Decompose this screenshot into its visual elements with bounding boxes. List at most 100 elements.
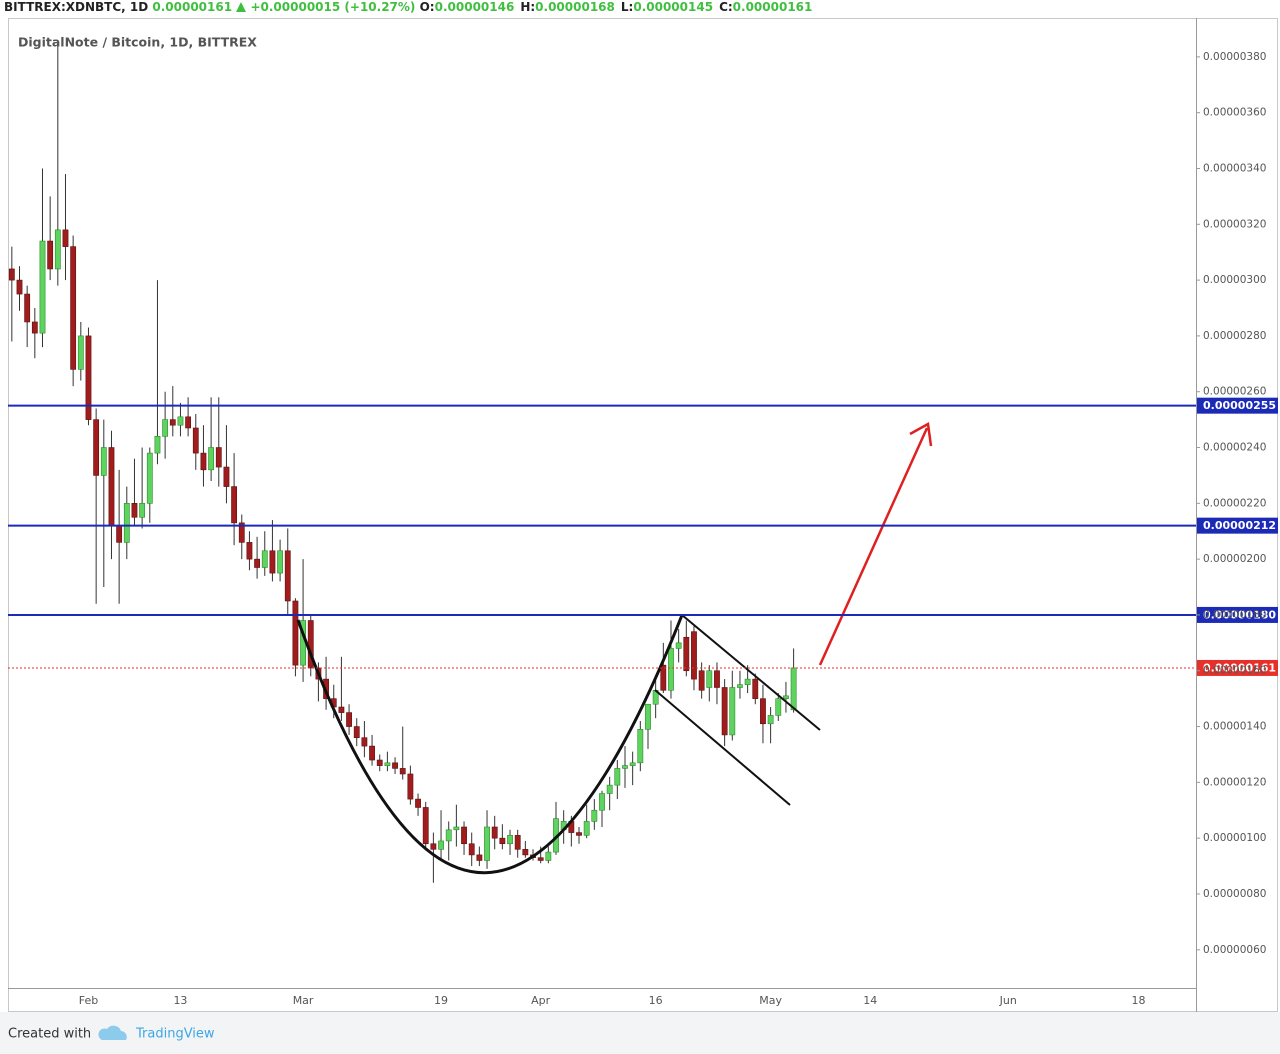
candle-body <box>200 452 207 471</box>
y-tick-label: 0.00000200 <box>1203 553 1266 565</box>
candle-body <box>545 851 552 861</box>
header: BITTREX:XDNBTC, 1D 0.00000161 +0.0000001… <box>4 0 818 16</box>
footer-text: Created with <box>8 1027 91 1042</box>
candle-body <box>392 762 398 769</box>
candle-body <box>39 240 46 334</box>
y-tick-label: 0.00000140 <box>1203 721 1266 733</box>
y-tick-label: 0.00000060 <box>1203 944 1266 956</box>
candle-body <box>637 729 644 764</box>
candle-body <box>614 768 621 786</box>
candle-body <box>499 837 506 845</box>
candle-body <box>177 416 184 426</box>
candle-body <box>162 419 169 437</box>
candle-body <box>185 416 192 429</box>
price-label: 0.00000212 <box>1203 519 1276 532</box>
x-tick-label: Mar <box>293 994 314 1007</box>
y-tick-label: 0.00000320 <box>1203 218 1266 230</box>
candle-body <box>484 826 490 861</box>
x-tick-label: Feb <box>79 994 98 1007</box>
candle-body <box>93 419 100 476</box>
logo <box>98 1025 127 1040</box>
candle-body <box>744 678 751 685</box>
arrow <box>818 427 929 666</box>
ohlc-value: 0.00000168 <box>535 0 615 14</box>
candle-body <box>238 522 245 543</box>
candle-body <box>606 784 613 794</box>
candle-body <box>599 793 605 811</box>
x-tick-label: Apr <box>531 994 551 1007</box>
flag-line <box>681 614 821 731</box>
footer-brand[interactable]: TradingView <box>135 1027 215 1042</box>
candle-body <box>683 636 690 672</box>
price-label: 0.00000161 <box>1203 661 1276 674</box>
change: +0.00000015 (+10.27%) <box>250 0 416 14</box>
candle-body <box>108 447 115 526</box>
candle-body <box>438 840 444 850</box>
candle-body <box>691 631 697 680</box>
x-tick-label: May <box>759 994 782 1007</box>
candle-body <box>146 452 153 504</box>
candle-body <box>752 678 759 699</box>
candle-body <box>522 849 529 856</box>
candle-body <box>461 826 467 845</box>
candle-body <box>338 706 345 713</box>
candle-body <box>353 726 360 739</box>
candle-body <box>376 759 383 766</box>
chart-title: DigitalNote / Bitcoin, 1D, BITTREX <box>18 35 257 50</box>
candle-body <box>369 745 375 761</box>
candle-body <box>100 447 107 476</box>
candle-body <box>591 809 598 822</box>
candle-body <box>721 687 728 736</box>
candle-body <box>422 807 429 845</box>
candle-body <box>54 229 61 270</box>
candle-body <box>47 240 54 270</box>
price-label-box <box>1197 517 1278 534</box>
candle-body <box>767 715 774 725</box>
candle-body <box>131 503 138 518</box>
x-tick-label: 18 <box>1132 994 1146 1007</box>
price-label-box <box>1197 659 1278 676</box>
candle-body <box>8 268 15 281</box>
y-tick-label: 0.00000300 <box>1203 274 1266 286</box>
candle-body <box>169 419 176 426</box>
candle-body <box>123 503 130 543</box>
price-label-box <box>1197 397 1278 414</box>
y-tick-label: 0.00000340 <box>1203 162 1266 174</box>
candle-body <box>622 765 628 769</box>
x-tick-label: 19 <box>434 994 448 1007</box>
candle-body <box>24 293 31 323</box>
x-tick-label: 13 <box>173 994 187 1007</box>
price-label-box <box>1197 606 1278 623</box>
candle-body <box>714 670 720 688</box>
candle-body <box>154 436 161 454</box>
candle-body <box>468 843 475 856</box>
price-label: 0.00000180 <box>1203 608 1276 621</box>
candle-body <box>215 447 222 468</box>
candle-body <box>537 857 544 861</box>
y-tick-label: 0.00000160 <box>1203 665 1266 677</box>
candle-body <box>139 503 146 518</box>
ohlc-value: 0.00000161 <box>732 0 813 14</box>
candle-body <box>729 687 736 736</box>
y-tick-label: 0.00000260 <box>1203 386 1266 398</box>
candle-body <box>706 670 713 688</box>
arrow-head <box>909 422 933 447</box>
y-tick-label: 0.00000100 <box>1203 832 1266 844</box>
candle-body <box>675 642 682 649</box>
candle-body <box>783 695 789 699</box>
ohlc-label: O: <box>419 0 435 14</box>
candle-body <box>116 525 123 543</box>
flag-line <box>654 689 791 806</box>
candle-body <box>775 698 782 716</box>
x-tick-label: Jun <box>999 994 1017 1007</box>
candle-body <box>70 246 77 370</box>
candle-body <box>384 762 391 766</box>
candle-body <box>361 737 368 747</box>
candle-body <box>31 321 38 334</box>
overlay: 0.00000255 0.00000212 0.00000180 0.00000161 <box>8 397 1278 676</box>
candle-body <box>277 550 283 574</box>
candle-body <box>399 768 406 775</box>
x-tick-label: 14 <box>863 994 877 1007</box>
